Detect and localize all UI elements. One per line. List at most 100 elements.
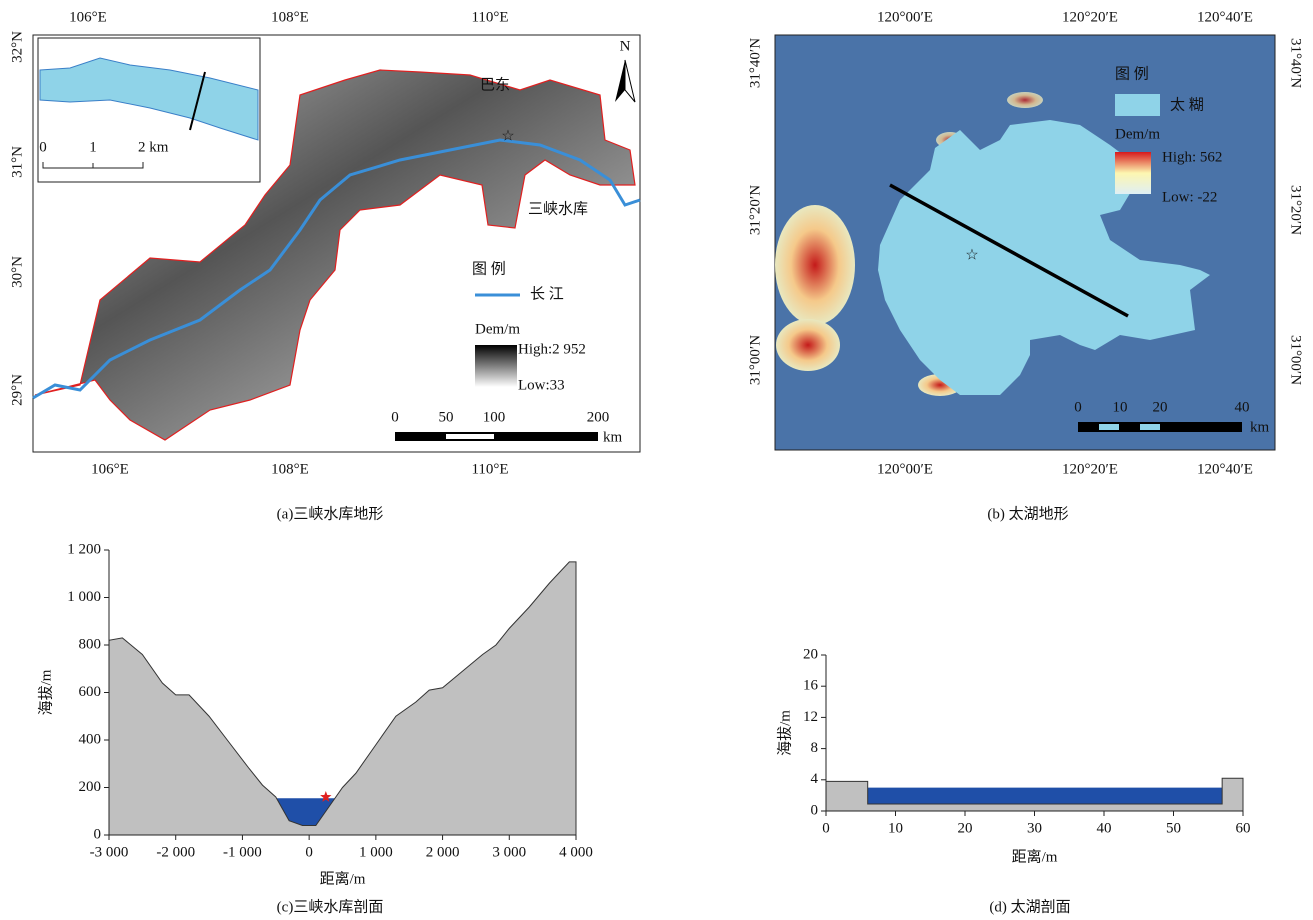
y-tick-label: 12 <box>803 709 818 725</box>
y-tick-label: 0 <box>811 802 819 818</box>
scale-label: 0 <box>1074 399 1082 415</box>
legend-title: 图 例 <box>472 260 506 277</box>
lon-tick: 108°E <box>271 461 309 477</box>
y-tick-label: 4 <box>811 771 819 787</box>
x-tick-label: 10 <box>888 820 903 836</box>
map-a: 0 1 2 km 106°E 108°E 110°E 106°E 108°E 1… <box>9 9 641 477</box>
x-tick-label: 4 000 <box>559 844 593 860</box>
scale-unit: km <box>603 429 623 445</box>
inset-section <box>189 71 206 131</box>
legend-lake: 太 糊 <box>1170 96 1204 113</box>
legend-dem-ramp <box>1115 152 1151 194</box>
inset-scale-label: 1 <box>89 139 97 155</box>
x-tick-label: 40 <box>1097 820 1112 836</box>
legend-high: High:2 952 <box>518 341 586 357</box>
legend-dem-title: Dem/m <box>1115 126 1160 142</box>
legend-high: High: 562 <box>1162 149 1222 165</box>
legend-title: 图 例 <box>1115 65 1149 82</box>
scale-label: 20 <box>1153 399 1168 415</box>
lon-tick: 120°20′E <box>1062 461 1118 477</box>
north-arrow <box>615 60 625 102</box>
map-b: ☆ 图 例 太 糊 Dem/m High: 562 Low: -22 0 10 … <box>747 9 1303 477</box>
y-tick-label: 600 <box>79 684 102 700</box>
scale-label: 40 <box>1235 399 1250 415</box>
north-arrow <box>624 59 636 103</box>
inset-scale-label: 0 <box>39 139 47 155</box>
x-tick-label: 0 <box>305 844 313 860</box>
x-tick-label: 1 000 <box>359 844 393 860</box>
y-tick-label: 1 000 <box>67 589 101 605</box>
lon-tick: 120°40′E <box>1197 461 1253 477</box>
legend-lake-swatch <box>1115 94 1160 116</box>
x-tick-label: 50 <box>1166 820 1181 836</box>
star-marker <box>320 791 332 802</box>
x-tick-label: 3 000 <box>492 844 526 860</box>
hill <box>776 319 840 371</box>
lat-tick: 31°20′N <box>747 185 763 235</box>
place-label: 三峡水库 <box>528 200 588 217</box>
x-tick-label: 0 <box>822 820 830 836</box>
lat-tick: 31°20′N <box>1288 185 1304 235</box>
scale-label: 50 <box>439 409 454 425</box>
caption: (d) 太湖剖面 <box>989 898 1070 915</box>
lon-tick: 120°40′E <box>1197 9 1253 25</box>
lat-tick: 29°N <box>9 374 25 406</box>
x-tick-label: 20 <box>958 820 973 836</box>
x-tick-label: -1 000 <box>223 844 262 860</box>
caption: (b) 太湖地形 <box>987 505 1068 522</box>
lon-tick: 110°E <box>471 461 508 477</box>
hill <box>775 205 855 325</box>
lat-tick: 31°40′N <box>1288 38 1304 88</box>
y-tick-label: 200 <box>79 779 102 795</box>
x-tick-label: -3 000 <box>90 844 129 860</box>
lat-tick: 32°N <box>9 31 25 63</box>
lon-tick: 110°E <box>471 9 508 25</box>
station-star: ☆ <box>965 247 978 263</box>
lon-tick: 120°00′E <box>877 461 933 477</box>
lon-tick: 106°E <box>91 461 129 477</box>
place-label: 巴东 <box>480 76 510 93</box>
legend-dem-title: Dem/m <box>475 321 520 337</box>
y-tick-label: 0 <box>94 826 102 842</box>
legend-dem-ramp <box>475 345 517 387</box>
y-tick-label: 400 <box>79 731 102 747</box>
scale-bar <box>446 434 494 439</box>
x-tick-label: 30 <box>1027 820 1042 836</box>
lon-tick: 120°00′E <box>877 9 933 25</box>
scale-bar <box>395 432 598 441</box>
x-tick-label: -2 000 <box>156 844 195 860</box>
x-tick-label: 2 000 <box>426 844 460 860</box>
lat-tick: 31°00′N <box>747 335 763 385</box>
lon-tick: 106°E <box>69 9 107 25</box>
station-star: ☆ <box>501 128 514 144</box>
lat-tick: 31°N <box>9 146 25 178</box>
scale-bar <box>1099 424 1119 430</box>
legend-low: Low: -22 <box>1162 189 1217 205</box>
y-axis-label: 海拔/m <box>776 710 793 756</box>
x-axis-label: 距离/m <box>320 870 366 887</box>
inset-scale-label: 2 km <box>138 139 169 155</box>
north-label: N <box>620 38 631 54</box>
scale-unit: km <box>1250 419 1270 435</box>
y-tick-label: 1 200 <box>67 541 101 557</box>
profile-area <box>825 777 1244 812</box>
yangtze-river <box>32 138 641 400</box>
lon-tick: 108°E <box>271 9 309 25</box>
legend-river: 长 江 <box>530 285 564 302</box>
reservoir-terrain <box>34 69 636 441</box>
legend-low: Low:33 <box>518 377 565 393</box>
scale-label: 100 <box>483 409 506 425</box>
x-axis-label: 距离/m <box>1012 848 1058 865</box>
scale-label: 200 <box>587 409 610 425</box>
x-tick-label: 60 <box>1236 820 1251 836</box>
lat-tick: 31°00′N <box>1288 335 1304 385</box>
lon-tick: 120°20′E <box>1062 9 1118 25</box>
lat-tick: 31°40′N <box>747 38 763 88</box>
y-tick-label: 8 <box>811 740 819 756</box>
y-tick-label: 16 <box>803 678 819 694</box>
scale-bar <box>1140 424 1160 430</box>
hill <box>1007 92 1043 108</box>
section-line <box>889 183 1129 318</box>
